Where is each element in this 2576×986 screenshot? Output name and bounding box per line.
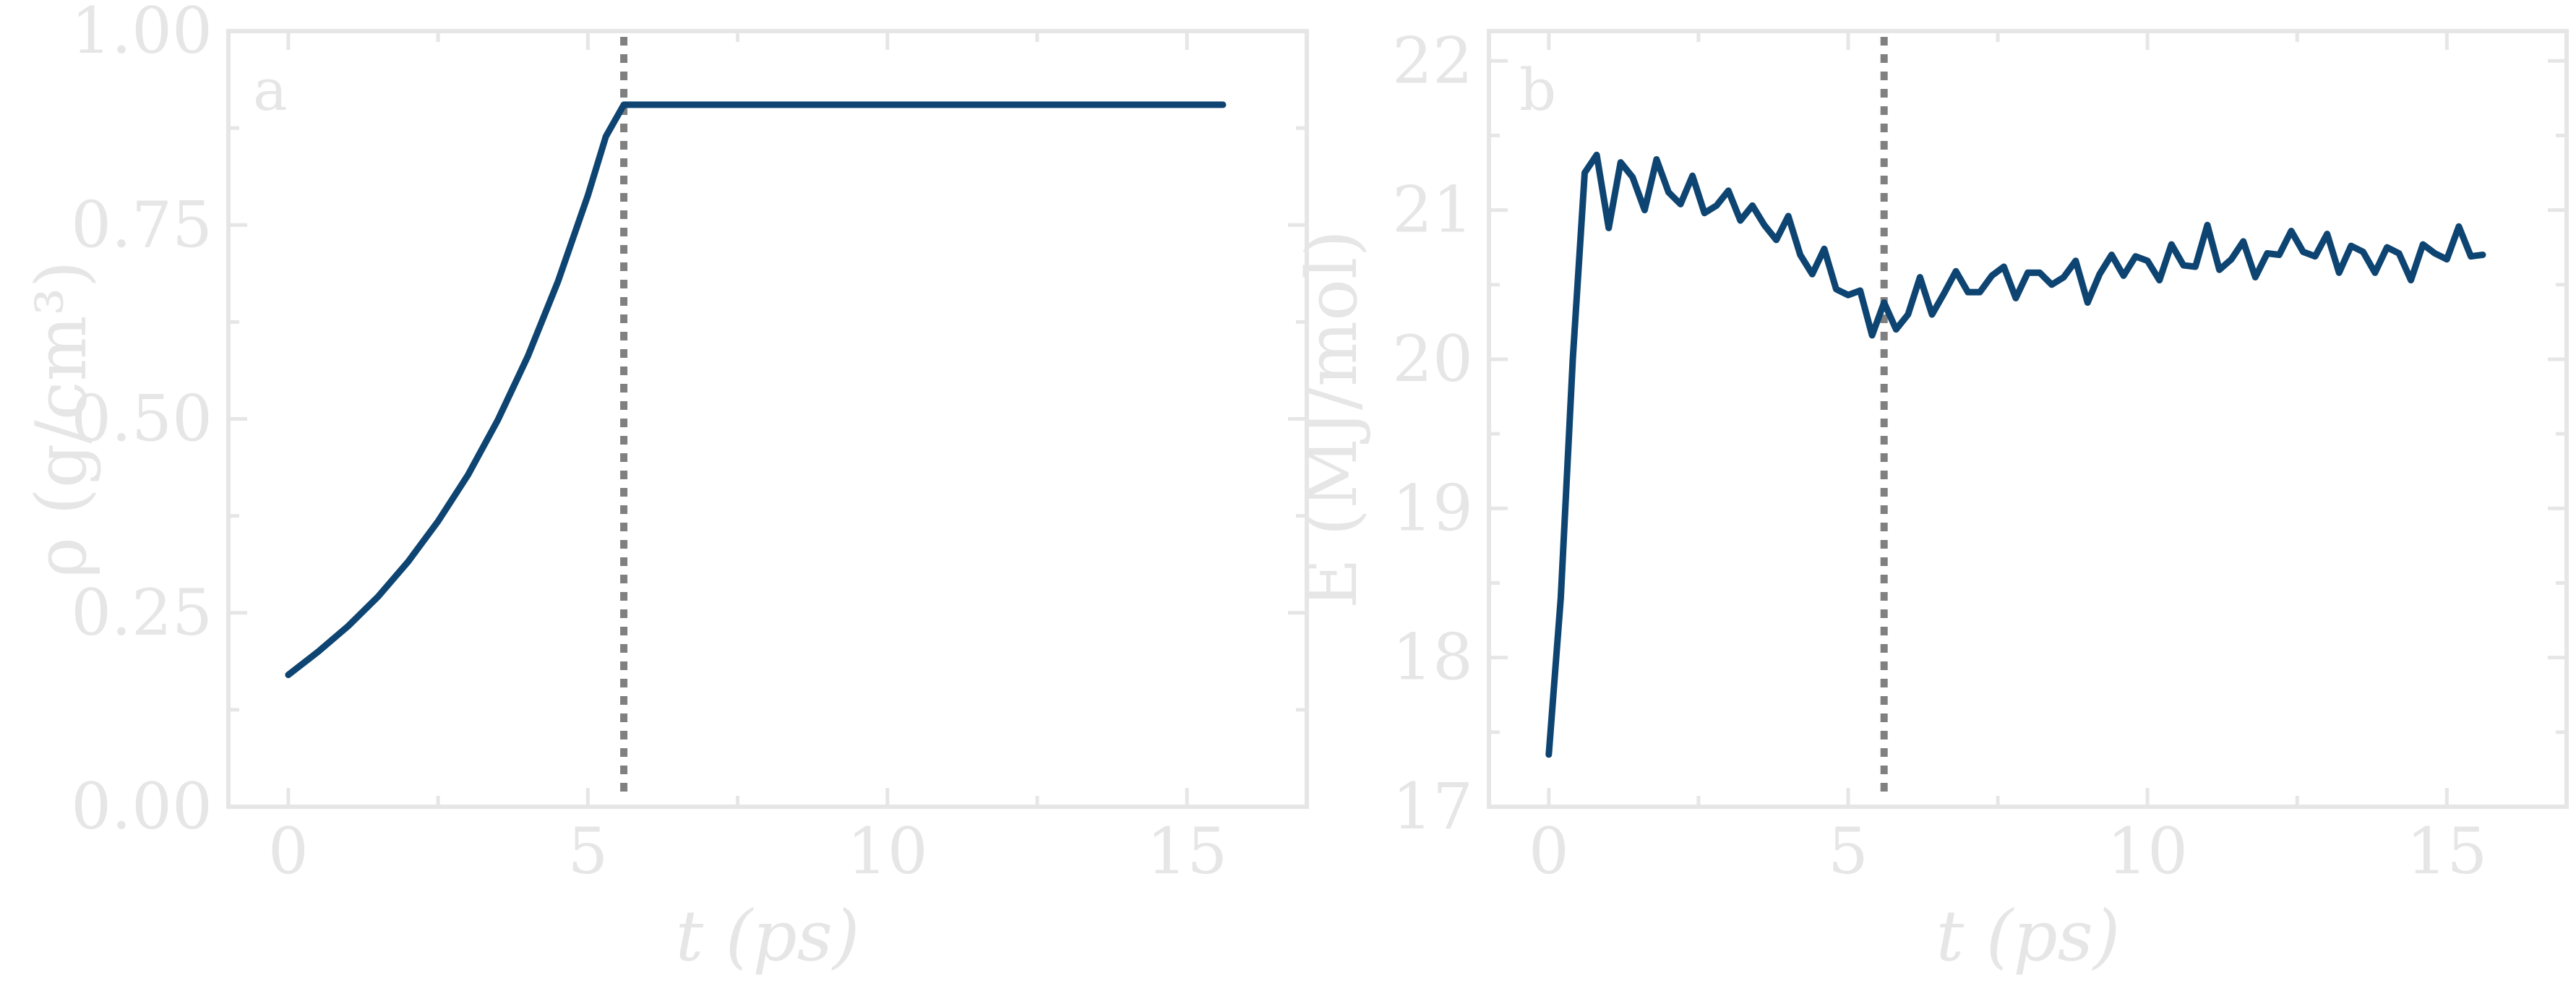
panel-a-ytick-label: 0.00 (71, 769, 212, 844)
panel-a-ticks: 0 5 10 15 0.00 0.25 0.50 0.75 1.00 (71, 0, 1307, 888)
panel-b-energy: 0 5 10 15 17 18 19 20 21 22 b t (ps) E (MJ/mol) (1292, 23, 2569, 977)
panel-a-xtick-label: 5 (567, 814, 608, 888)
panel-a-xlabel: t (ps) (676, 896, 860, 977)
panel-b-axes-frame (1487, 29, 2569, 809)
panel-a-axes-frame (226, 29, 1309, 809)
panel-b-ytick-label: 20 (1392, 322, 1473, 396)
panel-b-ytick-label: 18 (1392, 620, 1473, 695)
panel-a-ytick-label: 0.75 (71, 187, 212, 262)
panel-a-xtick-label: 15 (1146, 814, 1227, 888)
panel-b-energy-line (1545, 151, 2486, 758)
panel-a-xlabel-text: t (ps) (676, 896, 860, 977)
panel-b-ytick-label: 21 (1392, 173, 1473, 247)
panel-a-ytick-label: 1.00 (71, 0, 212, 68)
panel-b-ytick-label: 17 (1392, 769, 1473, 844)
panel-b-xlabel: t (ps) (1936, 896, 2121, 977)
panel-a-xtick-label: 0 (268, 814, 309, 888)
panel-b-ytick-label: 19 (1392, 471, 1473, 545)
panel-a-ytick-label: 0.50 (71, 382, 212, 456)
panel-a-ytick-label: 0.25 (71, 575, 212, 650)
panel-a-density: 0 5 10 15 0.00 0.25 0.50 0.75 1.00 a t (ps) ρ (g… (21, 0, 1309, 977)
panel-b-xtick-label: 10 (2107, 814, 2188, 888)
panel-b-ytick-label: 22 (1392, 23, 1473, 98)
panel-a-xtick-label: 10 (847, 814, 928, 888)
panel-b-ticks: 0 5 10 15 17 18 19 20 21 22 (1392, 23, 2567, 888)
panel-b-xlabel-text: t (ps) (1936, 896, 2121, 977)
panel-a-label: a (253, 56, 288, 124)
panel-b-xtick-label: 15 (2406, 814, 2487, 888)
panel-b-xtick-label: 5 (1828, 814, 1868, 888)
panel-b-xtick-label: 0 (1529, 814, 1569, 888)
panel-b-label: b (1519, 56, 1556, 124)
panel-b-ylabel: E (MJ/mol) (1292, 230, 1373, 609)
panel-a-density-line (285, 101, 1227, 679)
panel-a-ylabel: ρ (g/cm³) (21, 261, 102, 578)
